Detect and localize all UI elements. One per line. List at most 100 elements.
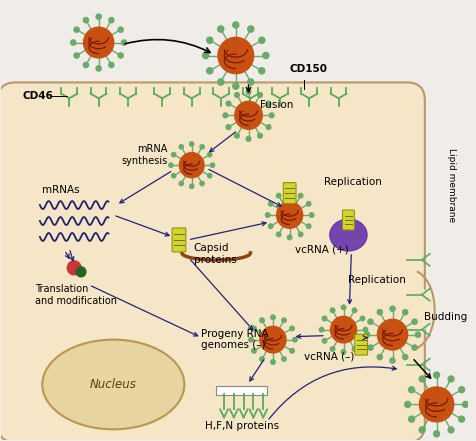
- Circle shape: [207, 153, 211, 157]
- Text: Budding: Budding: [423, 312, 466, 321]
- Circle shape: [367, 345, 372, 350]
- Circle shape: [329, 347, 334, 351]
- Circle shape: [352, 308, 356, 313]
- Text: vcRNA (+): vcRNA (+): [294, 245, 347, 255]
- Circle shape: [270, 315, 275, 320]
- Text: Replication: Replication: [347, 275, 406, 285]
- Circle shape: [268, 202, 272, 206]
- Circle shape: [70, 40, 76, 45]
- Circle shape: [266, 125, 270, 130]
- Circle shape: [318, 327, 323, 332]
- Circle shape: [411, 319, 416, 324]
- Circle shape: [247, 26, 253, 32]
- Circle shape: [289, 326, 294, 331]
- Text: Lipid membrane: Lipid membrane: [446, 148, 455, 222]
- Text: mRNAs: mRNAs: [42, 185, 79, 195]
- Circle shape: [251, 326, 256, 331]
- Circle shape: [118, 27, 123, 32]
- Circle shape: [258, 68, 264, 74]
- Circle shape: [309, 213, 313, 217]
- Wedge shape: [409, 285, 434, 334]
- FancyBboxPatch shape: [354, 334, 367, 355]
- Circle shape: [458, 387, 464, 392]
- Circle shape: [276, 194, 280, 198]
- Text: CD46: CD46: [22, 91, 53, 101]
- FancyBboxPatch shape: [172, 228, 186, 252]
- Circle shape: [322, 339, 326, 343]
- Circle shape: [109, 62, 114, 67]
- Circle shape: [306, 202, 310, 206]
- Circle shape: [276, 232, 280, 237]
- Circle shape: [74, 53, 79, 58]
- Circle shape: [179, 181, 183, 186]
- Circle shape: [402, 310, 407, 315]
- Circle shape: [199, 145, 204, 149]
- FancyBboxPatch shape: [342, 210, 354, 230]
- Circle shape: [202, 52, 208, 59]
- Circle shape: [341, 305, 345, 310]
- Circle shape: [408, 387, 414, 392]
- Circle shape: [74, 27, 79, 32]
- Circle shape: [292, 337, 297, 342]
- Circle shape: [258, 37, 264, 43]
- Circle shape: [287, 235, 291, 239]
- Circle shape: [257, 93, 262, 97]
- Circle shape: [217, 26, 223, 32]
- Circle shape: [259, 357, 264, 361]
- Circle shape: [281, 318, 286, 322]
- Circle shape: [415, 332, 420, 337]
- Circle shape: [359, 316, 364, 321]
- Circle shape: [232, 83, 238, 89]
- Circle shape: [389, 306, 394, 311]
- Circle shape: [179, 153, 204, 178]
- Ellipse shape: [42, 340, 184, 430]
- Circle shape: [234, 93, 239, 97]
- Circle shape: [247, 79, 253, 85]
- Circle shape: [206, 68, 212, 74]
- Circle shape: [259, 326, 286, 353]
- Text: mRNA
synthesis: mRNA synthesis: [121, 144, 167, 166]
- Text: Fusion: Fusion: [260, 101, 293, 110]
- Circle shape: [246, 90, 250, 94]
- Text: vcRNA (–): vcRNA (–): [304, 351, 354, 362]
- Ellipse shape: [329, 219, 366, 251]
- Circle shape: [226, 101, 230, 106]
- Circle shape: [389, 358, 394, 363]
- Circle shape: [418, 376, 424, 382]
- Circle shape: [226, 125, 230, 130]
- Circle shape: [210, 163, 214, 167]
- Circle shape: [404, 401, 410, 407]
- Circle shape: [199, 181, 204, 186]
- Circle shape: [289, 348, 294, 353]
- Circle shape: [364, 332, 369, 337]
- Circle shape: [83, 18, 89, 23]
- Circle shape: [402, 355, 407, 360]
- Circle shape: [207, 174, 211, 178]
- Text: H,F,N proteins: H,F,N proteins: [204, 421, 278, 431]
- Circle shape: [408, 416, 414, 422]
- Circle shape: [377, 310, 382, 315]
- Circle shape: [248, 337, 253, 342]
- Circle shape: [458, 416, 464, 422]
- Circle shape: [218, 37, 253, 74]
- Circle shape: [96, 14, 101, 19]
- Circle shape: [121, 40, 127, 45]
- Circle shape: [268, 224, 272, 228]
- Circle shape: [257, 133, 262, 138]
- Circle shape: [206, 37, 212, 43]
- Circle shape: [352, 347, 356, 351]
- Circle shape: [269, 113, 273, 118]
- Circle shape: [330, 316, 356, 343]
- Circle shape: [169, 163, 173, 167]
- Circle shape: [234, 101, 262, 129]
- Circle shape: [270, 360, 275, 364]
- Circle shape: [418, 387, 453, 422]
- Text: CD150: CD150: [289, 64, 327, 75]
- Circle shape: [287, 191, 291, 195]
- Circle shape: [265, 213, 269, 217]
- Circle shape: [246, 136, 250, 141]
- Circle shape: [83, 27, 113, 58]
- Circle shape: [433, 372, 438, 378]
- FancyBboxPatch shape: [283, 183, 296, 204]
- Circle shape: [266, 101, 270, 106]
